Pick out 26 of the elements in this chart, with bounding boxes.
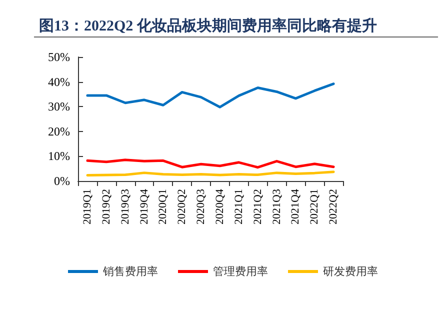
x-tick-label: 2020Q1	[157, 189, 170, 224]
y-tick-label: 20%	[48, 124, 70, 138]
line-series	[86, 158, 335, 169]
x-tick-label: 2019Q1	[81, 189, 94, 224]
x-tick-label: 2019Q3	[119, 188, 132, 224]
x-tick-label: 2021Q1	[232, 189, 245, 224]
legend-label: 管理费用率	[213, 265, 268, 278]
legend-label: 研发费用率	[323, 265, 378, 278]
x-tick-label: 2022Q2	[328, 189, 340, 224]
y-tick-label: 30%	[48, 100, 70, 114]
line-series	[86, 82, 335, 108]
x-tick-label: 2020Q3	[195, 188, 208, 224]
x-tick-label: 2021Q2	[252, 189, 264, 224]
x-tick-label: 2022Q1	[308, 189, 321, 224]
x-tick-label: 2019Q4	[138, 188, 150, 224]
legend-label: 销售费用率	[102, 265, 158, 278]
y-tick-label: 40%	[48, 74, 70, 89]
x-tick-label: 2020Q2	[176, 189, 188, 224]
y-tick-label: 0%	[54, 174, 70, 188]
x-tick-label: 2021Q3	[270, 188, 283, 224]
x-tick-label: 2021Q4	[290, 188, 302, 224]
y-tick-label: 50%	[48, 50, 70, 64]
chart-title: 图13：2022Q2 化妆品板块期间费用率同比略有提升	[39, 16, 377, 34]
x-tick-label: 2019Q2	[100, 189, 112, 224]
x-tick-label: 2020Q4	[214, 188, 226, 224]
y-tick-label: 10%	[48, 149, 70, 164]
